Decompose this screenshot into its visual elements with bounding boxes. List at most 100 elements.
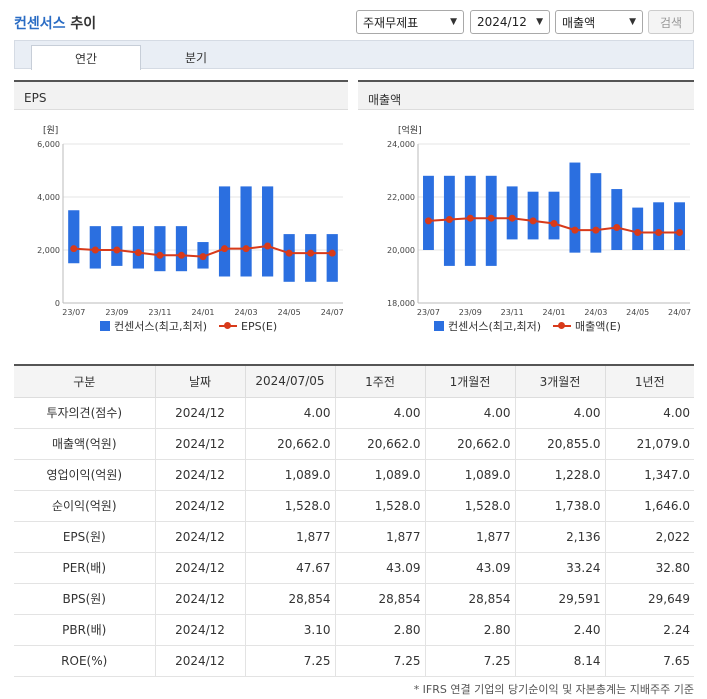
estimate-point xyxy=(91,246,99,254)
estimate-point xyxy=(156,251,164,259)
x-tick-label: 23/07 xyxy=(417,308,440,317)
table-header-row: 구분 날짜 2024/07/05 1주전 1개월전 3개월전 1년전 xyxy=(14,364,694,398)
estimate-point xyxy=(676,229,684,237)
estimate-point xyxy=(285,249,293,257)
range-bar xyxy=(653,202,665,250)
range-bar xyxy=(590,173,602,253)
row-label-cell: 순이익(억원) xyxy=(14,489,156,522)
range-bar xyxy=(154,226,166,272)
range-bar xyxy=(111,226,123,266)
range-bar xyxy=(132,226,144,269)
table-cell: 1,528.0 xyxy=(244,489,336,522)
table-cell: 1,089.0 xyxy=(424,458,516,491)
table-cell: 28,854 xyxy=(244,582,336,615)
footnote: * IFRS 연결 기업의 당기순이익 및 자본총계는 지배주주 기준 xyxy=(413,683,694,696)
title-suffix: 추이 xyxy=(65,16,97,32)
range-bar xyxy=(240,186,252,277)
estimate-point xyxy=(328,249,336,257)
table-cell: 1,877 xyxy=(244,520,336,553)
range-bar xyxy=(674,202,685,250)
table-row: 투자의견(점수) 2024/12 4.00 4.00 4.00 4.00 4.00 xyxy=(14,396,694,429)
period-select[interactable]: 2024/12 ▼ xyxy=(470,10,550,34)
eps-legend: 컨센서스(최고,최저) EPS(E) xyxy=(100,318,277,334)
tab-quarterly[interactable]: 분기 xyxy=(184,51,208,65)
table-header-cell: 1주전 xyxy=(334,364,426,398)
range-bar xyxy=(632,207,644,250)
table-cell: 1,646.0 xyxy=(604,489,694,522)
table-cell: 7.25 xyxy=(424,644,516,677)
table-body: 투자의견(점수) 2024/12 4.00 4.00 4.00 4.00 4.00 매출액(억… xyxy=(14,396,694,677)
range-bar xyxy=(218,186,231,277)
estimate-point xyxy=(424,217,432,225)
table-cell: 4.00 xyxy=(604,396,694,429)
chevron-down-icon: ▼ xyxy=(536,17,543,27)
table-cell: 7.65 xyxy=(604,644,694,677)
table-cell: 1,089.0 xyxy=(334,458,426,491)
range-bar xyxy=(611,189,623,250)
eps-chart-panel: EPS [원] 0 2,000 4,000 6,000 23/07 23/09 23/11 24… xyxy=(14,80,348,320)
table-cell: 2024/12 xyxy=(154,644,246,677)
estimate-point xyxy=(264,242,272,250)
eps-chart-title: EPS xyxy=(14,80,348,110)
range-bar xyxy=(68,210,80,264)
estimate-point xyxy=(113,246,121,254)
tab-annual[interactable]: 연간 xyxy=(31,45,141,70)
basis-select[interactable]: 주재무제표 ▼ xyxy=(356,10,464,34)
table-cell: 1,228.0 xyxy=(514,458,606,491)
basis-select-value: 주재무제표 xyxy=(363,15,419,30)
table-cell: 28,854 xyxy=(424,582,516,615)
table-cell: 8.14 xyxy=(514,644,606,677)
x-tick-label: 23/11 xyxy=(501,308,524,317)
y-tick-label: 0 xyxy=(55,299,60,308)
y-tick-label: 18,000 xyxy=(387,299,415,308)
x-tick-label: 24/01 xyxy=(542,308,565,317)
table-cell: 2.40 xyxy=(514,613,606,646)
table-cell: 47.67 xyxy=(244,551,336,584)
table-cell: 2024/12 xyxy=(154,613,246,646)
estimate-point xyxy=(529,217,537,225)
row-label-cell: ROE(%) xyxy=(14,644,156,677)
table-cell: 1,347.0 xyxy=(604,458,694,491)
range-bar xyxy=(527,191,539,240)
table-cell: 2,022 xyxy=(604,520,694,553)
row-label-cell: PBR(배) xyxy=(14,613,156,646)
table-cell: 2,136 xyxy=(514,520,606,553)
estimate-point xyxy=(242,245,250,253)
table-header-cell: 1년전 xyxy=(604,364,694,398)
legend-range-label: 컨센서스(최고,최저) xyxy=(114,320,208,333)
table-cell: 3.10 xyxy=(244,613,336,646)
table-cell: 4.00 xyxy=(244,396,336,429)
x-tick-label: 24/07 xyxy=(668,308,691,317)
table-cell: 2024/12 xyxy=(154,396,246,429)
estimate-point xyxy=(655,229,663,237)
table-header-cell: 1개월전 xyxy=(424,364,516,398)
metric-select[interactable]: 매출액 ▼ xyxy=(555,10,643,34)
title-keyword: 컨센서스 xyxy=(14,16,66,32)
table-header-cell: 날짜 xyxy=(154,364,246,398)
table-cell: 2024/12 xyxy=(154,582,246,615)
estimate-point xyxy=(508,214,516,222)
estimate-point xyxy=(199,253,207,261)
table-cell: 1,528.0 xyxy=(334,489,426,522)
x-tick-label: 24/05 xyxy=(626,308,649,317)
table-cell: 2024/12 xyxy=(154,489,246,522)
table-cell: 1,738.0 xyxy=(514,489,606,522)
table-cell: 4.00 xyxy=(424,396,516,429)
table-cell: 2.80 xyxy=(424,613,516,646)
table-cell: 29,649 xyxy=(604,582,694,615)
table-cell: 7.25 xyxy=(244,644,336,677)
table-row: BPS(원) 2024/12 28,854 28,854 28,854 29,591 29,… xyxy=(14,582,694,615)
table-cell: 1,528.0 xyxy=(424,489,516,522)
estimate-point xyxy=(487,214,495,222)
table-header-cell: 2024/07/05 xyxy=(244,364,336,398)
x-tick-label: 24/03 xyxy=(235,308,258,317)
table-cell: 2.80 xyxy=(334,613,426,646)
table-cell: 43.09 xyxy=(424,551,516,584)
table-cell: 21,079.0 xyxy=(604,427,694,460)
table-cell: 2024/12 xyxy=(154,520,246,553)
row-label-cell: 매출액(억원) xyxy=(14,427,156,460)
search-button[interactable]: 검색 xyxy=(648,10,694,34)
range-bar xyxy=(305,234,317,282)
y-tick-label: 2,000 xyxy=(37,246,60,255)
legend-line-swatch xyxy=(553,322,572,329)
